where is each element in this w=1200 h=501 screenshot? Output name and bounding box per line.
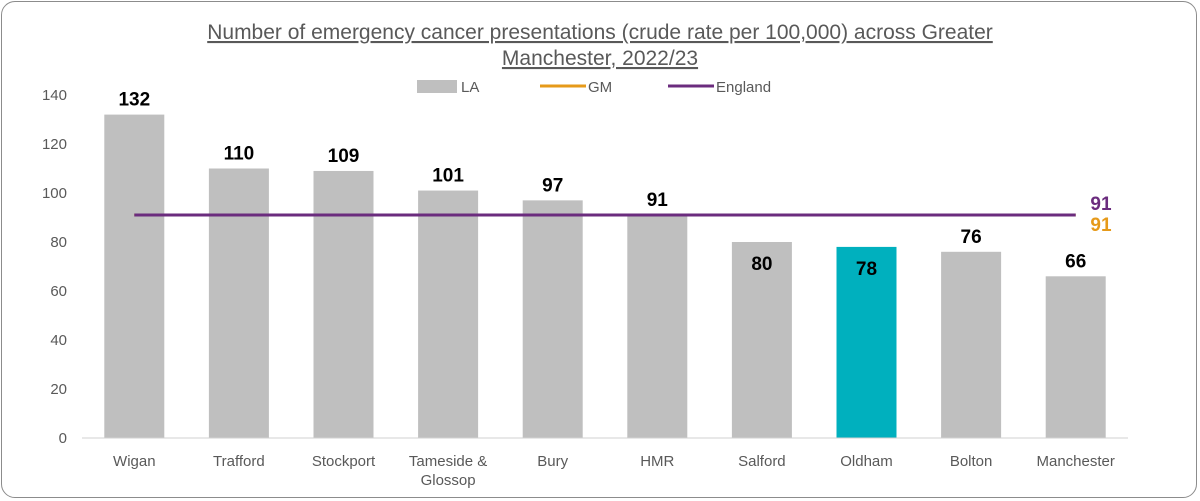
y-tick-label-60: 60 xyxy=(50,283,67,300)
y-axis: 0 20 40 60 80 100 120 140 xyxy=(42,87,67,447)
y-tick-label-120: 120 xyxy=(42,136,67,153)
category-label-hmr: HMR xyxy=(640,453,674,470)
category-label-tameside-glossop: Tameside & xyxy=(409,453,487,470)
legend-label-gm: GM xyxy=(588,79,612,96)
category-label-tameside-glossop-line-2: Glossop xyxy=(421,472,476,489)
y-tick-label-80: 80 xyxy=(50,234,67,251)
y-tick-label-20: 20 xyxy=(50,381,67,398)
data-label-tameside-glossop: 101 xyxy=(432,166,464,187)
y-tick-label-140: 140 xyxy=(42,87,67,104)
gm-value-label: 91 xyxy=(1090,215,1112,236)
data-label-bolton: 76 xyxy=(961,227,982,248)
bar-tameside-glossop xyxy=(418,190,479,438)
category-label-oldham: Oldham xyxy=(840,453,893,470)
category-label-manchester: Manchester xyxy=(1037,453,1115,470)
y-tick-label-40: 40 xyxy=(50,332,67,349)
data-label-wigan: 132 xyxy=(118,90,150,111)
y-tick-label-100: 100 xyxy=(42,185,67,202)
chart-title-line-2: Manchester, 2022/23 xyxy=(502,47,698,70)
data-label-manchester: 66 xyxy=(1065,251,1086,272)
data-label-salford: 80 xyxy=(751,254,772,275)
legend-label-la: LA xyxy=(461,79,479,96)
bar-manchester xyxy=(1045,276,1106,438)
data-label-oldham: 78 xyxy=(856,259,877,280)
bar-oldham xyxy=(836,246,897,438)
bar-salford xyxy=(731,242,792,438)
chart-title-line-1: Number of emergency cancer presentations… xyxy=(207,21,993,44)
x-axis: Wigan Trafford Stockport Tameside & Glossop B… xyxy=(82,437,1128,489)
data-label-trafford: 110 xyxy=(224,144,255,165)
legend: LA GM England xyxy=(417,79,771,96)
legend-swatch-la xyxy=(417,80,457,93)
bar-trafford xyxy=(208,168,269,438)
data-label-stockport: 109 xyxy=(328,146,360,167)
category-label-salford: Salford xyxy=(738,453,786,470)
bar-stockport xyxy=(313,170,374,438)
england-value-label: 91 xyxy=(1090,194,1112,215)
data-label-bury: 97 xyxy=(542,175,563,196)
category-label-trafford: Trafford xyxy=(213,453,265,470)
bar-bury xyxy=(522,200,583,438)
bar-wigan xyxy=(104,114,165,438)
y-tick-label-0: 0 xyxy=(59,430,67,447)
bars: 132 110 109 101 97 91 80 78 76 66 xyxy=(104,90,1106,438)
category-label-bury: Bury xyxy=(537,453,568,470)
bar-bolton xyxy=(941,251,1002,438)
category-label-bolton: Bolton xyxy=(950,453,993,470)
category-label-stockport: Stockport xyxy=(312,453,376,470)
legend-label-england: England xyxy=(716,79,771,96)
category-label-wigan: Wigan xyxy=(113,453,156,470)
data-label-hmr: 91 xyxy=(647,190,669,211)
bar-hmr xyxy=(627,215,688,438)
